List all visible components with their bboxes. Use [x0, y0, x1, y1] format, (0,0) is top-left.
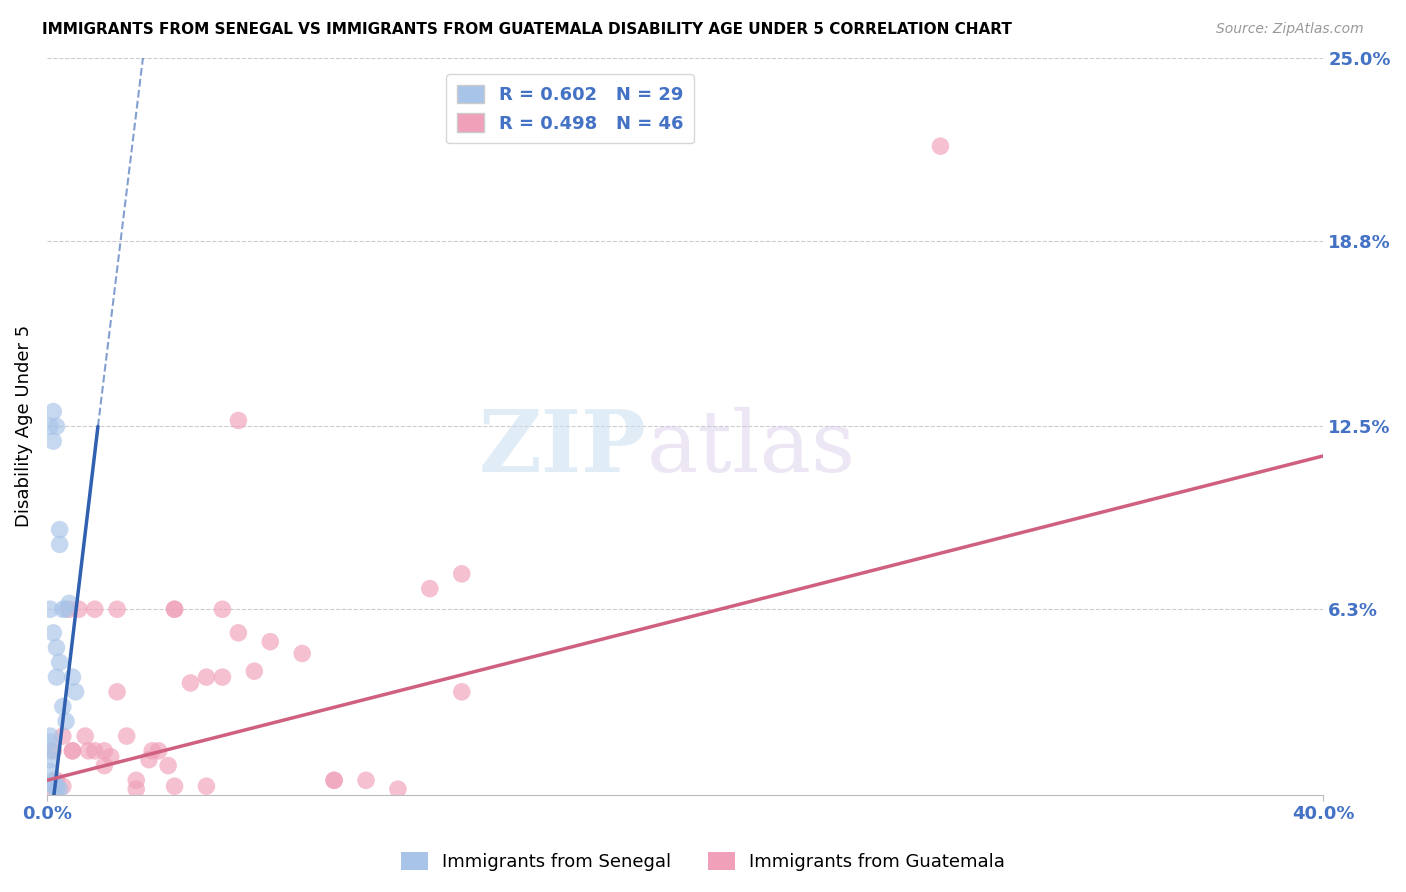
Point	[125, 773, 148, 788]
Point	[42, 434, 65, 449]
Point	[105, 602, 128, 616]
Point	[148, 744, 170, 758]
Point	[39, 744, 62, 758]
Point	[228, 625, 250, 640]
Point	[354, 773, 377, 788]
Point	[115, 729, 138, 743]
Point	[323, 773, 346, 788]
Point	[45, 640, 67, 655]
Point	[42, 773, 65, 788]
Point	[45, 779, 67, 793]
Point	[52, 602, 75, 616]
Point	[929, 139, 952, 153]
Point	[58, 596, 80, 610]
Point	[52, 779, 75, 793]
Point	[48, 523, 70, 537]
Point	[42, 782, 65, 797]
Text: atlas: atlas	[647, 407, 856, 490]
Y-axis label: Disability Age Under 5: Disability Age Under 5	[15, 326, 32, 527]
Point	[48, 782, 70, 797]
Point	[141, 744, 163, 758]
Point	[105, 685, 128, 699]
Point	[163, 779, 186, 793]
Point	[179, 676, 201, 690]
Point	[39, 753, 62, 767]
Point	[450, 685, 472, 699]
Point	[387, 782, 409, 797]
Point	[42, 779, 65, 793]
Point	[55, 602, 77, 616]
Point	[39, 735, 62, 749]
Point	[211, 602, 233, 616]
Point	[138, 753, 160, 767]
Point	[48, 656, 70, 670]
Point	[195, 670, 218, 684]
Legend: R = 0.602   N = 29, R = 0.498   N = 46: R = 0.602 N = 29, R = 0.498 N = 46	[447, 74, 695, 144]
Point	[42, 404, 65, 418]
Point	[45, 773, 67, 788]
Point	[39, 764, 62, 779]
Point	[211, 670, 233, 684]
Point	[62, 744, 84, 758]
Text: ZIP: ZIP	[479, 407, 647, 491]
Point	[39, 602, 62, 616]
Point	[52, 729, 75, 743]
Text: IMMIGRANTS FROM SENEGAL VS IMMIGRANTS FROM GUATEMALA DISABILITY AGE UNDER 5 CORR: IMMIGRANTS FROM SENEGAL VS IMMIGRANTS FR…	[42, 22, 1012, 37]
Point	[243, 664, 266, 678]
Point	[62, 670, 84, 684]
Point	[55, 714, 77, 729]
Point	[62, 744, 84, 758]
Point	[93, 758, 115, 772]
Point	[100, 749, 122, 764]
Point	[83, 602, 105, 616]
Point	[195, 779, 218, 793]
Point	[58, 602, 80, 616]
Point	[52, 699, 75, 714]
Point	[259, 634, 281, 648]
Point	[42, 625, 65, 640]
Legend: Immigrants from Senegal, Immigrants from Guatemala: Immigrants from Senegal, Immigrants from…	[394, 845, 1012, 879]
Point	[157, 758, 180, 772]
Point	[450, 566, 472, 581]
Point	[45, 782, 67, 797]
Point	[39, 419, 62, 434]
Point	[67, 602, 90, 616]
Point	[77, 744, 100, 758]
Point	[65, 685, 87, 699]
Point	[93, 744, 115, 758]
Point	[42, 744, 65, 758]
Point	[228, 413, 250, 427]
Text: Source: ZipAtlas.com: Source: ZipAtlas.com	[1216, 22, 1364, 37]
Point	[419, 582, 441, 596]
Point	[163, 602, 186, 616]
Point	[39, 729, 62, 743]
Point	[75, 729, 97, 743]
Point	[48, 537, 70, 551]
Point	[323, 773, 346, 788]
Point	[45, 419, 67, 434]
Point	[83, 744, 105, 758]
Point	[291, 647, 314, 661]
Point	[125, 782, 148, 797]
Point	[42, 776, 65, 790]
Point	[45, 670, 67, 684]
Point	[163, 602, 186, 616]
